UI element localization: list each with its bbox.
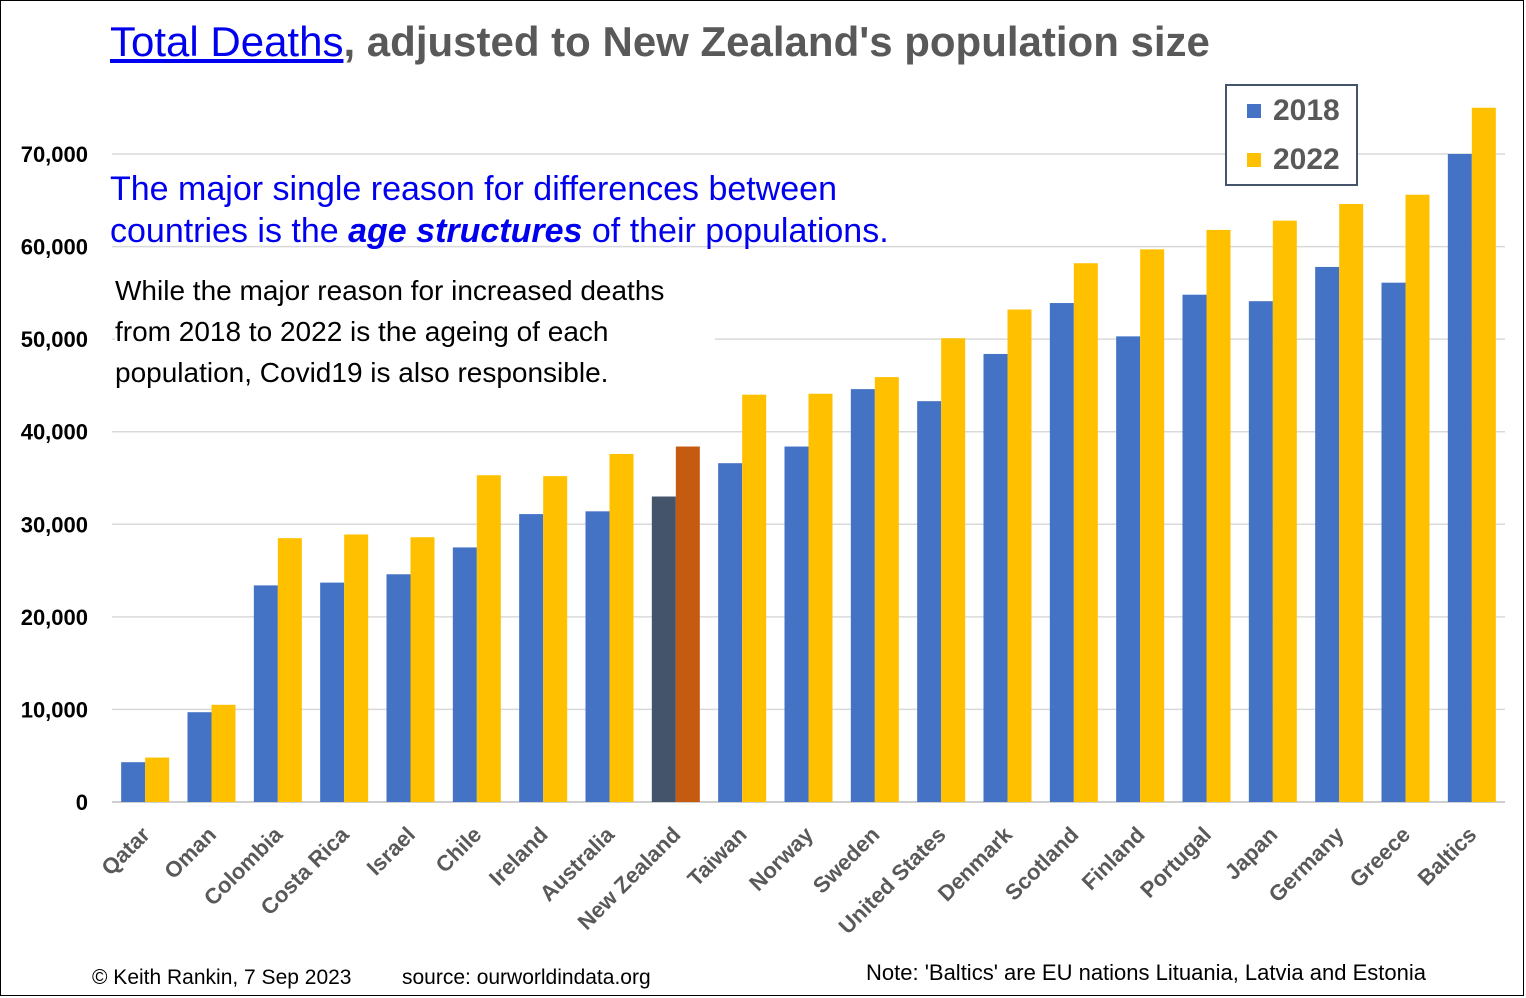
bar-2022-costa-rica (344, 534, 369, 802)
x-category-label: Oman (159, 822, 221, 884)
x-category-label: Portugal (1135, 822, 1216, 903)
footer-source: source: ourworldindata.org (402, 966, 651, 989)
legend-label-2022: 2022 (1273, 143, 1340, 176)
legend: 2018 2022 (1225, 84, 1358, 186)
bar-2018-norway (784, 446, 809, 802)
bar-2022-australia (609, 453, 634, 802)
legend-item-2022: 2022 (1247, 143, 1340, 176)
x-category-label: Baltics (1413, 822, 1482, 891)
bar-2022-sweden (874, 377, 899, 802)
bar-2018-finland (1116, 336, 1141, 802)
y-tick-label: 30,000 (21, 512, 88, 537)
annotation-main-line2: countries is the age structures of their… (110, 210, 889, 252)
bar-2018-baltics (1447, 154, 1472, 802)
bar-2018-ireland (519, 514, 544, 802)
title-text: , adjusted to New Zealand's population s… (343, 18, 1210, 65)
footer-note: Note: 'Baltics' are EU nations Lituania,… (866, 960, 1426, 985)
bar-2022-baltics (1471, 107, 1496, 802)
y-tick-label: 70,000 (21, 142, 88, 167)
bar-2018-new-zealand (651, 496, 676, 802)
footer-credit: © Keith Rankin, 7 Sep 2023 (92, 966, 352, 989)
annotation-sub: While the major reason for increased dea… (115, 270, 715, 393)
bar-2022-united-states (941, 338, 966, 802)
bar-2018-colombia (253, 585, 278, 802)
bar-2018-chile (452, 547, 477, 802)
annotation-sub-line: population, Covid19 is also responsible. (115, 357, 609, 388)
bar-2018-israel (386, 574, 411, 802)
bar-2018-taiwan (718, 463, 743, 802)
bar-2022-new-zealand (675, 446, 700, 802)
bar-2022-germany (1339, 203, 1364, 802)
bar-2018-greece (1381, 282, 1406, 802)
title-link[interactable]: Total Deaths (110, 18, 344, 65)
bar-2022-oman (211, 704, 236, 802)
x-category-label: Scotland (1000, 822, 1083, 905)
y-tick-label: 50,000 (21, 327, 88, 352)
bar-2022-portugal (1206, 229, 1231, 802)
bar-2022-norway (808, 393, 833, 802)
y-tick-label: 0 (76, 790, 88, 815)
x-category-label: Norway (744, 821, 818, 895)
bar-2022-scotland (1073, 263, 1098, 803)
legend-swatch-2022 (1247, 153, 1261, 167)
bar-2022-denmark (1007, 309, 1032, 802)
legend-swatch-2018 (1247, 104, 1261, 118)
bar-2018-germany (1315, 266, 1340, 802)
x-category-label: Japan (1220, 822, 1283, 885)
bar-2022-taiwan (742, 394, 767, 802)
x-category-label: Israel (362, 822, 420, 880)
annotation-main-line1: The major single reason for differences … (110, 170, 837, 208)
annotation-sub-line: While the major reason for increased dea… (115, 275, 665, 306)
bars (121, 107, 1496, 803)
bar-2022-ireland (543, 476, 568, 802)
bar-2018-denmark (983, 353, 1008, 802)
annotation-main-emphasis: age structures (348, 212, 583, 250)
y-axis-ticks: 0 10,000 20,000 30,000 40,000 50,000 60,000 70,… (21, 142, 88, 815)
annotation-main: The major single reason for differences … (110, 168, 889, 252)
y-tick-label: 40,000 (21, 420, 88, 445)
annotation-main-line2-post: of their populations. (582, 212, 889, 250)
x-category-label: Chile (431, 822, 487, 878)
bar-2022-finland (1140, 249, 1165, 802)
bar-2022-qatar (145, 757, 170, 802)
chart-title: Total Deaths, adjusted to New Zealand's … (110, 18, 1210, 66)
bar-2018-portugal (1182, 294, 1207, 802)
bar-2018-costa-rica (320, 582, 345, 802)
bar-2018-oman (187, 712, 212, 802)
bar-2018-japan (1248, 301, 1273, 802)
x-category-label: Taiwan (682, 822, 751, 891)
annotation-main-line2-pre: countries is the (110, 212, 349, 250)
y-tick-label: 10,000 (21, 697, 88, 722)
bar-2018-united-states (917, 401, 942, 802)
annotation-sub-line: from 2018 to 2022 is the ageing of each (115, 316, 609, 347)
bar-2022-colombia (277, 538, 302, 802)
bar-2022-chile (476, 475, 501, 802)
bar-2018-sweden (850, 389, 875, 802)
y-tick-label: 60,000 (21, 235, 88, 260)
bar-2018-australia (585, 511, 610, 802)
y-tick-label: 20,000 (21, 605, 88, 630)
legend-item-2018: 2018 (1247, 94, 1340, 127)
bar-2022-israel (410, 537, 435, 802)
legend-label-2018: 2018 (1273, 94, 1340, 127)
bar-2018-qatar (121, 762, 146, 802)
bar-2022-greece (1405, 194, 1430, 802)
x-category-label: Greece (1345, 822, 1415, 892)
bar-2018-scotland (1049, 303, 1074, 802)
x-category-label: Qatar (96, 822, 155, 881)
bar-2022-japan (1272, 220, 1297, 802)
